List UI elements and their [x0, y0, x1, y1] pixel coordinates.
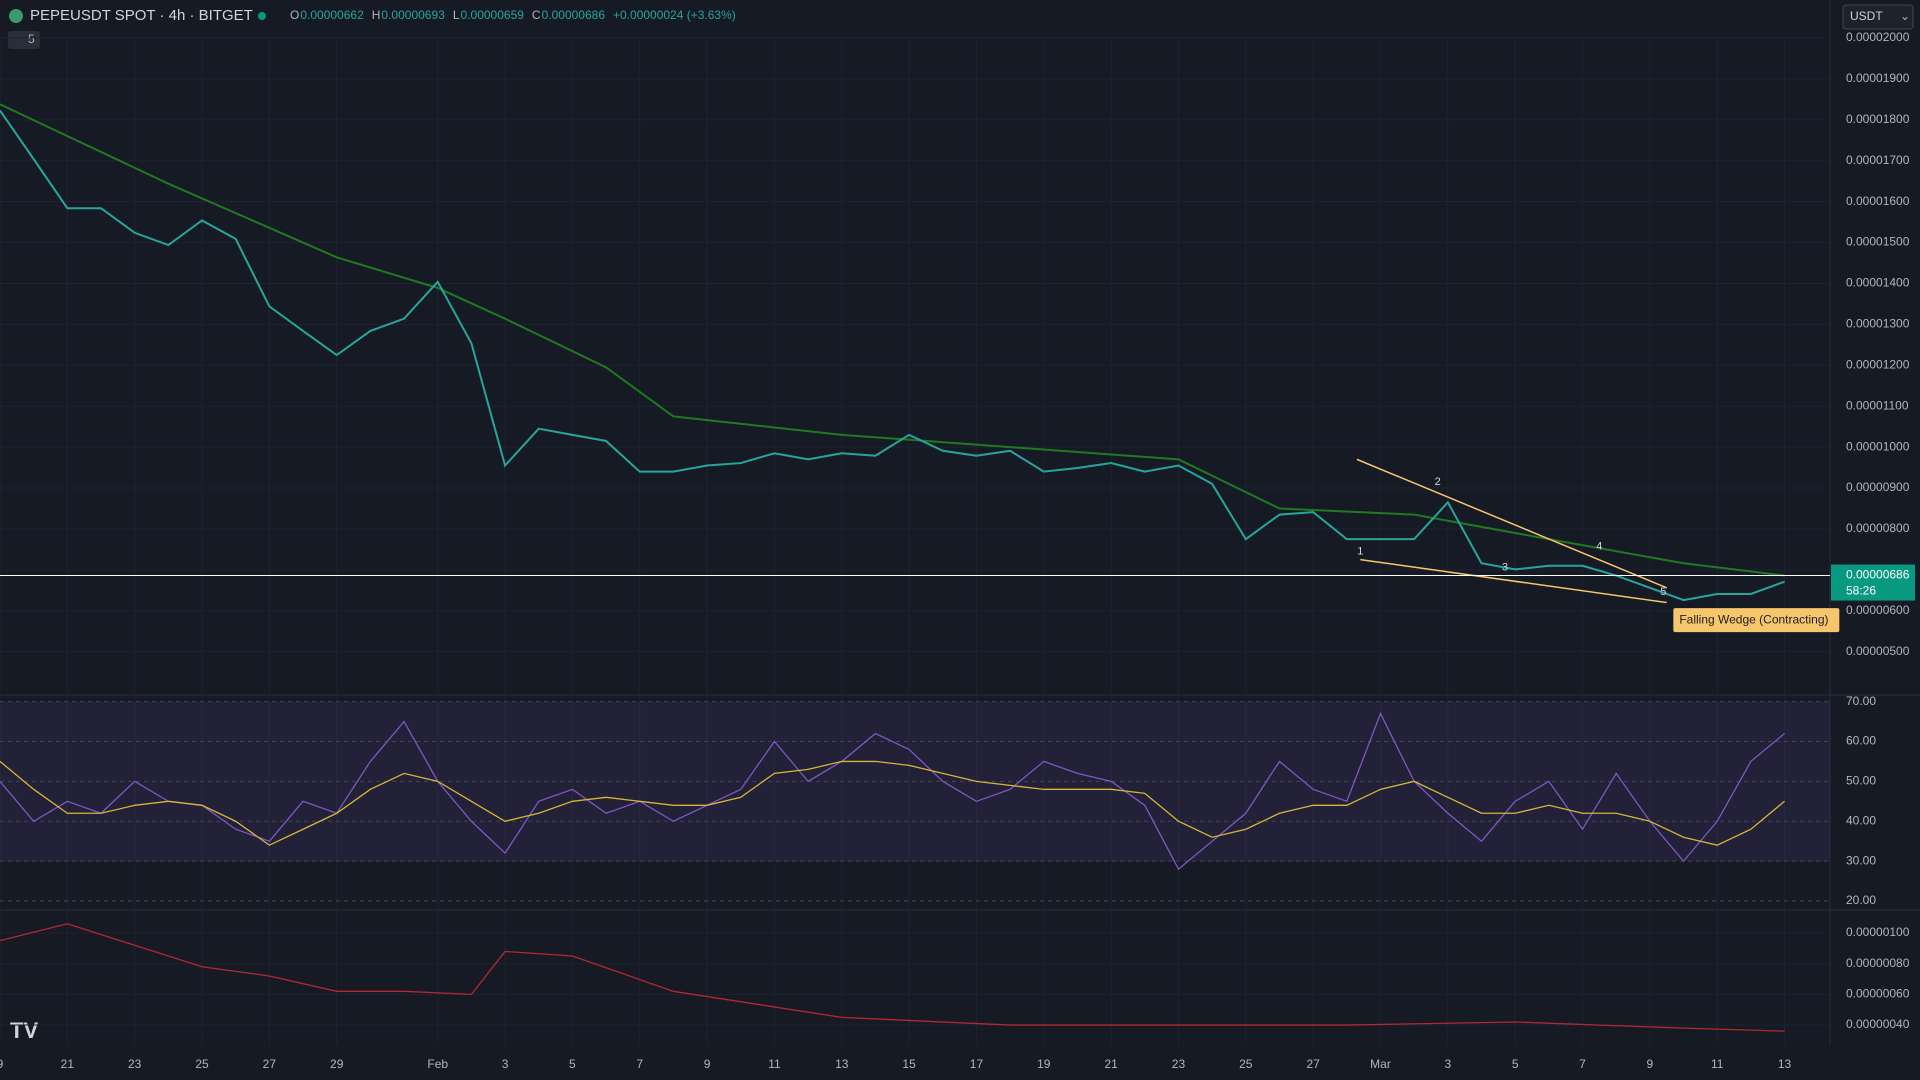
wedge-point-label: 3	[1502, 561, 1508, 573]
x-tick-label: 5	[1512, 1057, 1519, 1071]
x-tick-label: 15	[902, 1057, 916, 1071]
lower-tick-label: 0.00000040	[1846, 1017, 1910, 1031]
symbol-title: PEPEUSDT SPOT · 4h · BITGET	[30, 7, 253, 24]
logo: TV	[10, 1018, 38, 1043]
x-tick-label: 5	[569, 1057, 576, 1071]
rsi-tick-label: 70.00	[1846, 694, 1876, 708]
currency: USDT	[1850, 9, 1883, 23]
lower-tick-label: 0.00000060	[1846, 987, 1910, 1001]
ohlc-label: L	[453, 8, 460, 22]
y-tick-label: 0.00001300	[1846, 317, 1910, 331]
ohlc-label: H	[372, 8, 381, 22]
y-tick-label: 0.00000600	[1846, 603, 1910, 617]
y-tick-label: 0.00002000	[1846, 30, 1910, 44]
x-tick-label: 9	[1647, 1057, 1654, 1071]
rsi-tick-label: 30.00	[1846, 853, 1876, 867]
y-tick-label: 0.00001900	[1846, 71, 1910, 85]
rsi-tick-label: 60.00	[1846, 734, 1876, 748]
x-tick-label: 9	[704, 1057, 711, 1071]
ohlc-label: C	[532, 8, 541, 22]
y-tick-label: 0.00001200	[1846, 357, 1910, 371]
y-tick-label: 0.00000500	[1846, 644, 1910, 658]
last-price-label: 0.00000686	[1846, 568, 1910, 582]
x-tick-label: 11	[768, 1057, 781, 1071]
y-tick-label: 0.00001400	[1846, 276, 1910, 290]
x-tick-label: 3	[502, 1057, 509, 1071]
dropdown-caret: ⌄	[1900, 9, 1910, 23]
x-tick-label: 27	[1306, 1057, 1320, 1071]
wedge-point-label: 4	[1596, 541, 1602, 553]
x-tick-label: 13	[1778, 1057, 1792, 1071]
y-tick-label: 0.00001100	[1846, 398, 1909, 412]
wedge-upper	[1356, 458, 1667, 589]
rsi-ma	[0, 760, 1785, 846]
ohlc-value: 0.00000693	[381, 8, 445, 22]
indicator-toggle[interactable]	[8, 31, 40, 49]
x-tick-label: 9	[0, 1057, 4, 1071]
x-tick-label: 21	[1104, 1057, 1118, 1071]
countdown: 58:26	[1846, 584, 1876, 598]
lower-tick-label: 0.00000100	[1846, 925, 1910, 939]
ohlc-value: 0.00000659	[461, 8, 525, 22]
moving-average	[0, 103, 1785, 577]
ohlc-value: 0.00000686	[542, 8, 606, 22]
y-tick-label: 0.00001700	[1846, 153, 1910, 167]
price-line	[0, 109, 1785, 602]
x-tick-label: 25	[195, 1057, 209, 1071]
status-dot	[258, 12, 266, 20]
x-tick-label: 3	[1444, 1057, 1451, 1071]
rsi-tick-label: 20.00	[1846, 893, 1876, 907]
y-tick-label: 0.00001600	[1846, 194, 1910, 208]
x-tick-label: 19	[1037, 1057, 1051, 1071]
wedge-point-label: 2	[1435, 476, 1441, 488]
y-tick-label: 0.00000800	[1846, 521, 1910, 535]
x-tick-label: Mar	[1370, 1057, 1391, 1071]
lower-tick-label: 0.00000080	[1846, 956, 1910, 970]
wedge-lower	[1360, 558, 1667, 604]
ohlc-value: 0.00000662	[300, 8, 364, 22]
x-tick-label: 13	[835, 1057, 849, 1071]
pattern-label: Falling Wedge (Contracting)	[1679, 612, 1828, 626]
x-tick-label: 29	[330, 1057, 344, 1071]
rsi-tick-label: 50.00	[1846, 774, 1876, 788]
x-tick-label: Feb	[427, 1057, 448, 1071]
lower-line	[0, 923, 1785, 1032]
change: +0.00000024 (+3.63%)	[613, 8, 736, 22]
y-tick-label: 0.00000900	[1846, 480, 1910, 494]
x-tick-label: 25	[1239, 1057, 1253, 1071]
x-tick-label: 17	[970, 1057, 984, 1071]
x-tick-label: 27	[263, 1057, 277, 1071]
y-tick-label: 0.00001500	[1846, 235, 1910, 249]
y-tick-label: 0.00001800	[1846, 112, 1910, 126]
y-tick-label: 0.00001000	[1846, 439, 1910, 453]
x-tick-label: 23	[1172, 1057, 1186, 1071]
wedge-point-label: 5	[1660, 586, 1666, 598]
x-tick-label: 7	[1579, 1057, 1586, 1071]
x-tick-label: 23	[128, 1057, 142, 1071]
last-price-box	[1831, 564, 1915, 601]
x-tick-label: 11	[1711, 1057, 1724, 1071]
rsi-line	[0, 711, 1785, 871]
rsi-tick-label: 40.00	[1846, 813, 1876, 827]
ohlc-label: O	[290, 8, 299, 22]
wedge-point-label: 1	[1357, 546, 1363, 558]
indicator-count: 5	[28, 32, 35, 46]
symbol-icon	[9, 9, 23, 23]
x-tick-label: 7	[636, 1057, 643, 1071]
currency-select[interactable]	[1842, 4, 1914, 30]
pattern-label-box	[1673, 608, 1840, 633]
x-tick-label: 21	[61, 1057, 75, 1071]
